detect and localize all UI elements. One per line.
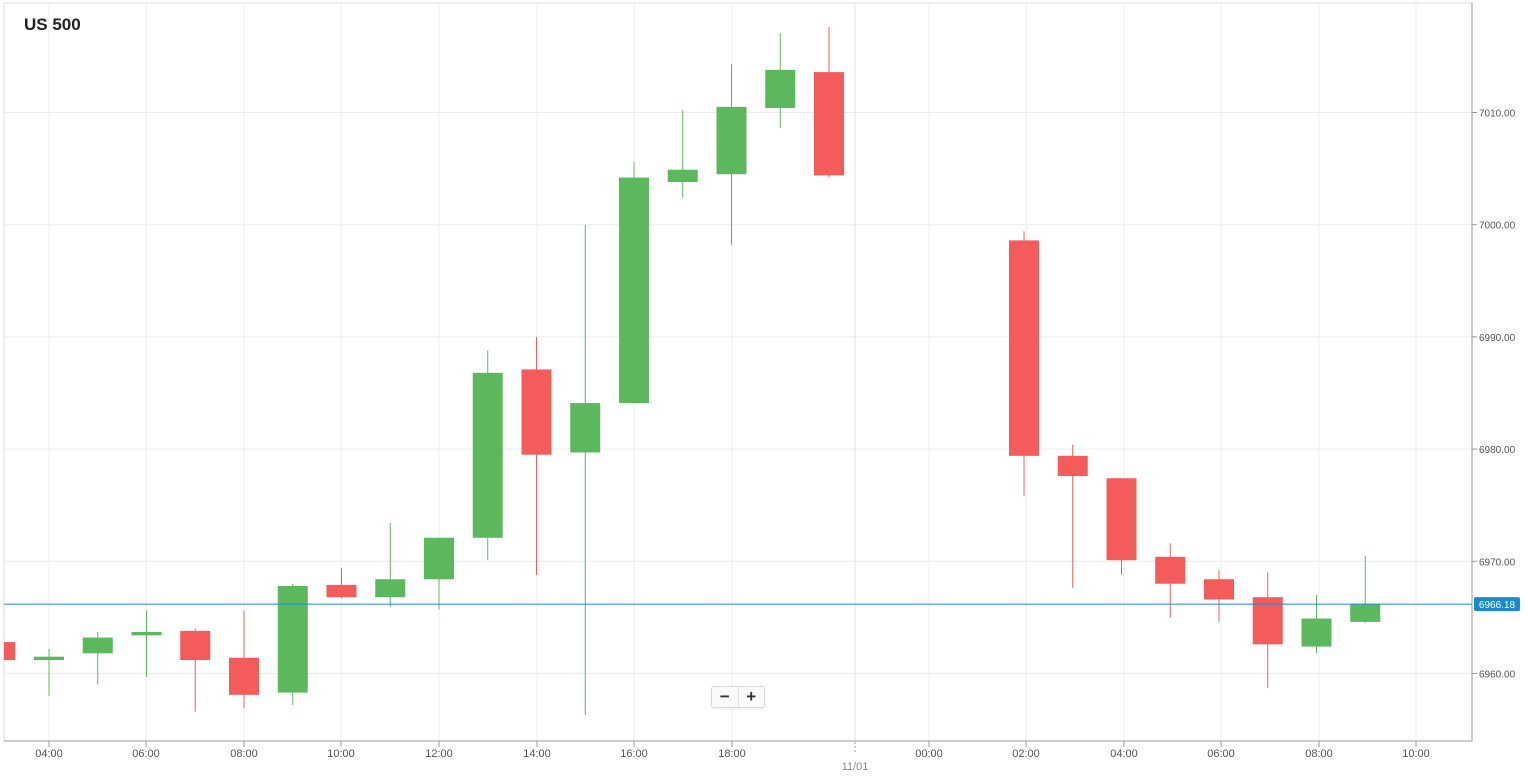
zoom-in-button[interactable]: + [737, 687, 765, 707]
candle-up [82, 637, 113, 654]
candle-up [1350, 603, 1381, 622]
x-tick-label: 06:00 [132, 748, 160, 760]
candle-up [619, 177, 649, 404]
y-tick-label: 7000.00 [1479, 221, 1516, 232]
candle-down [326, 584, 357, 598]
candle-down [1057, 455, 1088, 477]
x-tick-label: 16:00 [620, 748, 648, 760]
candle-up [131, 631, 162, 636]
zoom-controls: − + [711, 686, 765, 708]
candle-up [375, 579, 406, 598]
x-tick-label: 04:00 [35, 748, 63, 760]
current-price-badge [1474, 597, 1520, 612]
candle-down [814, 72, 844, 176]
x-tick-label: 02:00 [1012, 748, 1040, 760]
candle-down [1009, 240, 1039, 456]
y-tick-label: 6980.00 [1479, 445, 1516, 456]
candle-up [472, 372, 503, 538]
candle-up [765, 69, 796, 109]
candle-down [4, 642, 16, 661]
chart-title: US 500 [24, 15, 81, 34]
current-price-label: 6966.18 [1479, 600, 1516, 611]
candle-up [1301, 618, 1332, 647]
x-tick-label: 18:00 [718, 748, 746, 760]
candle-down [229, 657, 259, 695]
x-tick-label: 12:00 [425, 748, 453, 760]
x-tick-label: 14:00 [523, 748, 551, 760]
y-tick-label: 6970.00 [1479, 557, 1516, 568]
candle-down [1106, 478, 1137, 561]
y-tick-label: 7010.00 [1479, 109, 1516, 120]
x-tick-label: 10:00 [1402, 748, 1430, 760]
candle-down [1155, 556, 1186, 584]
candles-group [4, 27, 1381, 716]
candle-up [277, 585, 308, 693]
candle-down [1204, 579, 1234, 600]
y-tick-label: 6960.00 [1479, 670, 1516, 681]
x-tick-label: 08:00 [230, 748, 258, 760]
candle-up [34, 656, 64, 661]
x-tick-label: 00:00 [915, 748, 943, 760]
x-tick-label: 06:00 [1207, 748, 1235, 760]
y-tick-label: 6990.00 [1479, 333, 1516, 344]
candle-up [424, 537, 454, 580]
candle-up [570, 403, 601, 453]
zoom-out-button[interactable]: − [719, 687, 730, 706]
candle-up [667, 169, 698, 183]
x-tick-label: 04:00 [1110, 748, 1138, 760]
candle-up [716, 106, 747, 175]
x-date-label: 11/01 [842, 761, 869, 773]
candle-down [1252, 597, 1283, 645]
x-tick-label: 10:00 [327, 748, 355, 760]
candle-down [521, 369, 552, 455]
x-tick-label: 08:00 [1305, 748, 1333, 760]
candle-down [180, 630, 211, 661]
